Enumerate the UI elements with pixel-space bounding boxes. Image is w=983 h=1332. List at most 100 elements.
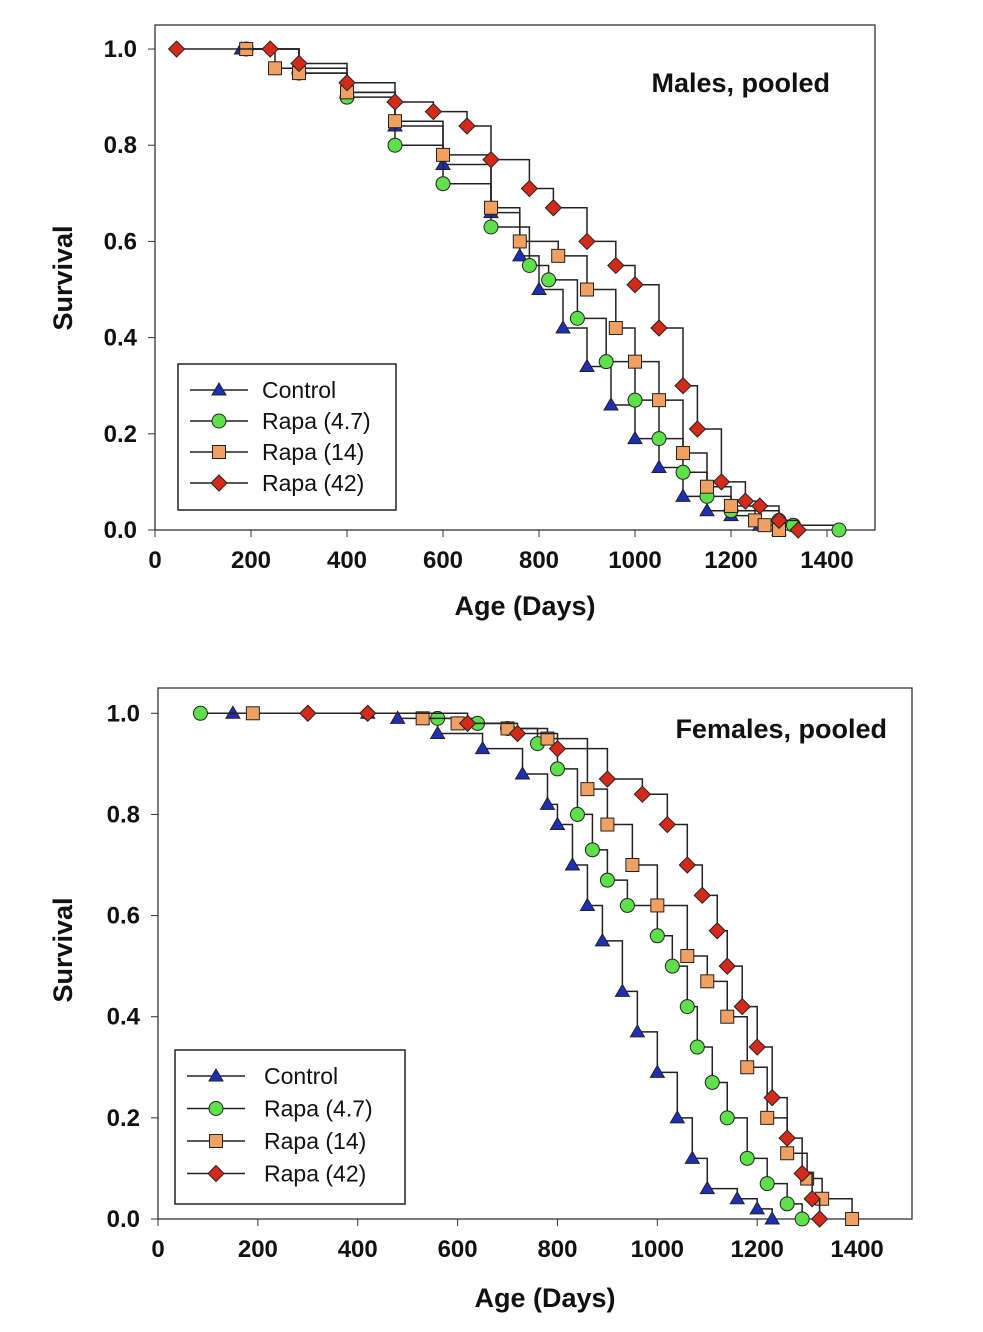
- data-point: [733, 997, 751, 1016]
- y-axis-label: Survival: [48, 225, 78, 330]
- data-point: [739, 1150, 755, 1166]
- data-point: [764, 1211, 781, 1225]
- data-point: [719, 1110, 735, 1126]
- data-point: [724, 498, 738, 513]
- data-point: [627, 392, 643, 408]
- data-point: [810, 1210, 829, 1228]
- data-point: [845, 1212, 860, 1226]
- data-point: [338, 74, 356, 92]
- data-point: [192, 705, 208, 721]
- data-point: [633, 785, 652, 803]
- males-survival-chart: 0 200 400 600 800 1000 1200 1400 0.0 0.2 0.4 0.6 0.8…: [48, 24, 876, 621]
- data-point: [629, 1023, 646, 1038]
- data-point: [699, 502, 715, 517]
- data-point: [688, 420, 707, 438]
- data-point: [693, 886, 711, 905]
- data-point: [435, 176, 451, 192]
- data-point: [579, 897, 596, 911]
- y-tick-label: 0.0: [104, 517, 137, 544]
- data-point: [580, 282, 594, 297]
- y-tick-label: 0.8: [104, 132, 137, 159]
- x-tick-label: 200: [238, 1236, 278, 1263]
- series-rapa-14-: [245, 706, 860, 1226]
- data-point: [299, 704, 317, 722]
- x-tick-label: 0: [148, 547, 161, 574]
- data-point: [429, 725, 446, 740]
- data-point: [483, 219, 499, 235]
- data-point: [664, 958, 680, 974]
- data-point: [551, 248, 566, 263]
- data-point: [619, 897, 635, 913]
- y-tick-label: 0.0: [107, 1206, 140, 1233]
- data-point: [700, 974, 715, 989]
- x-tick-label: 1400: [800, 547, 853, 574]
- data-point: [651, 459, 667, 473]
- data-point: [584, 842, 600, 858]
- data-point: [626, 276, 644, 294]
- data-point: [508, 724, 527, 743]
- data-point: [740, 1060, 755, 1075]
- chart-title: Females, pooled: [675, 714, 887, 744]
- data-point: [424, 102, 443, 121]
- legend-marker: [208, 1068, 224, 1082]
- data-point: [578, 232, 596, 251]
- data-point: [720, 1009, 735, 1024]
- data-point: [625, 858, 640, 872]
- data-point: [484, 200, 498, 215]
- x-tick-label: 1200: [704, 547, 757, 574]
- legend-marker: [211, 382, 227, 396]
- y-tick-label: 0.2: [104, 421, 137, 448]
- data-point: [749, 1200, 766, 1215]
- data-point: [555, 320, 571, 334]
- legend-marker: [208, 1101, 224, 1116]
- data-point: [794, 1211, 810, 1227]
- y-tick-label: 0.4: [107, 1004, 141, 1031]
- data-point: [564, 857, 581, 871]
- data-point: [548, 739, 567, 758]
- data-point: [531, 281, 547, 296]
- legend-label: Rapa (42): [264, 1161, 366, 1187]
- y-tick-label: 1.0: [107, 700, 140, 727]
- data-point: [569, 806, 585, 822]
- x-tick-label: 800: [519, 547, 559, 574]
- data-point: [521, 257, 537, 273]
- data-point: [569, 310, 585, 326]
- data-point: [386, 93, 404, 111]
- data-point: [678, 856, 697, 874]
- data-point: [600, 817, 615, 832]
- data-point: [649, 928, 665, 944]
- legend-marker: [210, 474, 228, 492]
- data-point: [603, 396, 619, 411]
- data-point: [359, 704, 377, 722]
- x-tick-label: 0: [151, 1236, 164, 1263]
- data-point: [598, 354, 614, 370]
- data-point: [751, 497, 769, 515]
- y-tick-label: 1.0: [104, 36, 137, 63]
- data-point: [268, 61, 282, 76]
- y-tick-label: 0.4: [104, 325, 138, 352]
- legend-label: Rapa (14): [262, 439, 364, 465]
- data-point: [627, 430, 643, 445]
- data-point: [712, 473, 731, 491]
- data-point: [675, 488, 691, 502]
- legend-label: Control: [264, 1063, 338, 1089]
- data-point: [389, 710, 406, 724]
- data-point: [748, 1038, 766, 1056]
- data-point: [628, 354, 642, 369]
- data-point: [607, 256, 625, 275]
- legend-label: Rapa (42): [262, 470, 364, 496]
- data-point: [669, 1109, 686, 1124]
- data-point: [540, 731, 555, 746]
- data-point: [763, 1088, 781, 1107]
- y-axis-label: Survival: [48, 897, 78, 1002]
- data-point: [512, 234, 527, 249]
- data-point: [511, 247, 528, 262]
- x-tick-label: 400: [327, 547, 367, 574]
- data-point: [261, 40, 279, 58]
- legend-marker: [211, 413, 227, 429]
- plot-frame: [157, 687, 913, 1220]
- survival-line: [246, 48, 840, 530]
- data-point: [608, 321, 623, 335]
- data-point: [225, 705, 241, 719]
- data-point: [708, 922, 726, 940]
